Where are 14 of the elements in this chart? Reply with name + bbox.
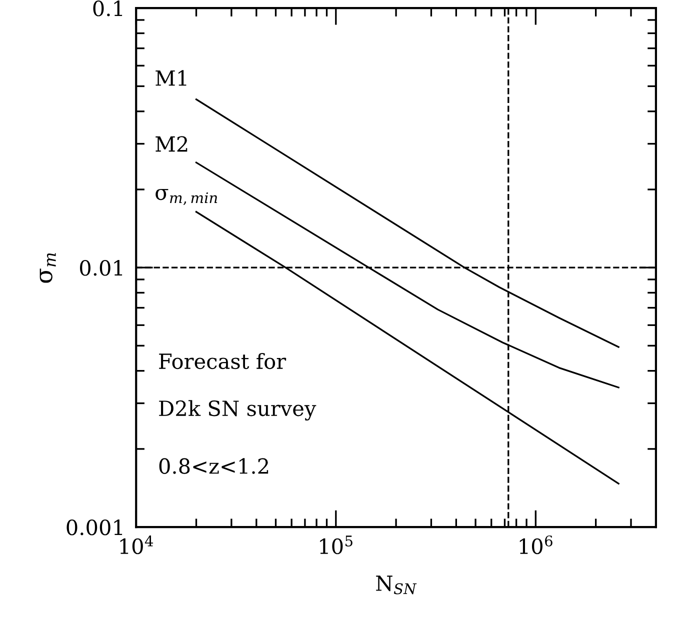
x-tick-label: 10$^{6}$: [520, 535, 552, 554]
series-label: M2: [156, 136, 188, 152]
x-tick-label: 10$^{4}$: [120, 535, 154, 554]
series-label: M1: [156, 70, 186, 86]
annotation: D2k SN survey: [159, 400, 316, 421]
x-tick-label: 10$^{5}$: [320, 536, 352, 554]
x-axis-title: N$_{SN}$: [376, 576, 417, 594]
y-tick-label: 0.01: [80, 260, 122, 276]
y-tick-label: 0.1: [93, 0, 122, 16]
y-tick-label: 0.001: [66, 520, 122, 536]
y-axis-title: σ$_{m}$: [40, 253, 56, 283]
annotation: 0.8<z<1.2: [159, 458, 268, 474]
series-label: σ$_{m,min}$: [156, 188, 218, 206]
annotation: Forecast for: [159, 352, 286, 370]
